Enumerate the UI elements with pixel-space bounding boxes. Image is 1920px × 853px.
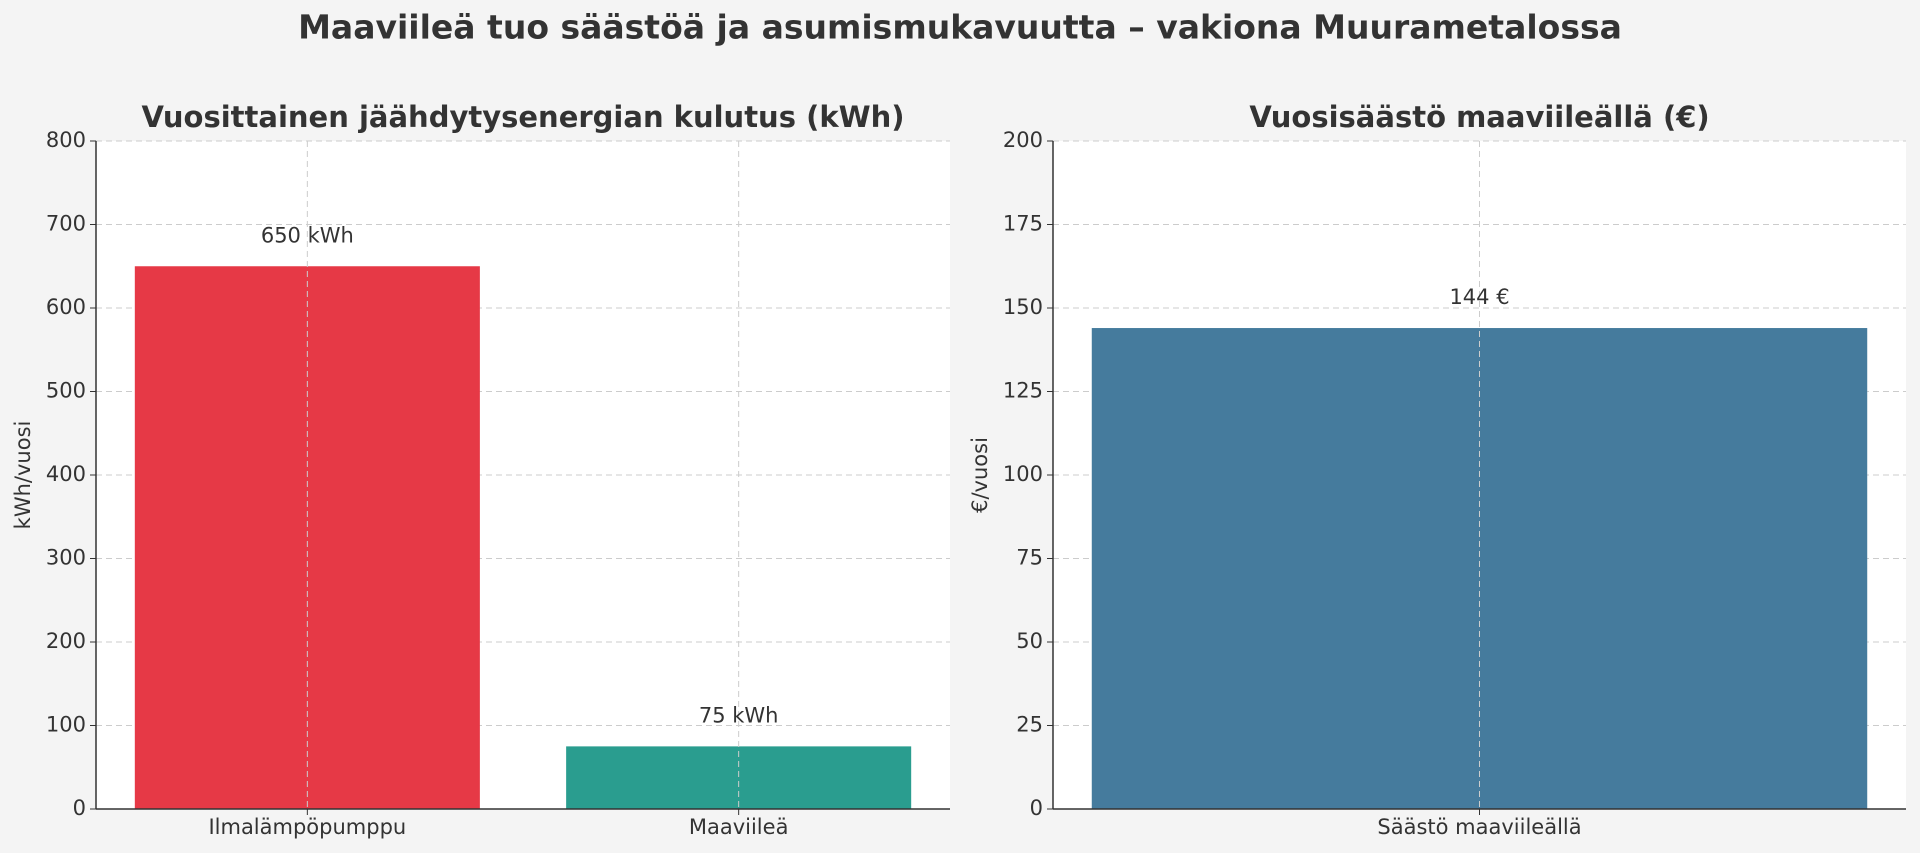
y-tick-label: 200 bbox=[46, 629, 86, 653]
y-tick-label: 0 bbox=[1030, 796, 1043, 820]
y-tick-label: 100 bbox=[1003, 462, 1043, 486]
y-tick-label: 300 bbox=[46, 546, 86, 570]
figure-title: Maaviileä tuo säästöä ja asumismukavuutt… bbox=[298, 8, 1622, 47]
y-tick-label: 125 bbox=[1003, 379, 1043, 403]
bar bbox=[1091, 328, 1868, 809]
y-axis-label: €/vuosi bbox=[968, 437, 992, 513]
y-tick-label: 700 bbox=[46, 212, 86, 236]
chart-title: Vuosisäästö maaviileällä (€) bbox=[1249, 100, 1709, 134]
y-tick-label: 400 bbox=[46, 462, 86, 486]
y-tick-label: 150 bbox=[1003, 295, 1043, 319]
x-tick-label: Säästö maaviileällä bbox=[1377, 815, 1581, 839]
y-tick-label: 0 bbox=[73, 796, 86, 820]
y-tick-label: 100 bbox=[46, 713, 86, 737]
y-tick-label: 75 bbox=[1016, 546, 1043, 570]
bar bbox=[134, 266, 480, 809]
chart-title: Vuosittainen jäähdytysenergian kulutus (… bbox=[142, 100, 905, 134]
y-tick-label: 175 bbox=[1003, 212, 1043, 236]
y-tick-label: 25 bbox=[1016, 713, 1043, 737]
y-axis-label: kWh/vuosi bbox=[11, 421, 35, 530]
y-tick-label: 200 bbox=[1003, 128, 1043, 152]
x-tick-label: Maaviileä bbox=[689, 815, 789, 839]
y-tick-label: 50 bbox=[1016, 629, 1043, 653]
x-tick-label: Ilmalämpöpumppu bbox=[208, 815, 406, 839]
value-label: 75 kWh bbox=[699, 703, 779, 727]
y-tick-label: 500 bbox=[46, 379, 86, 403]
value-label: 650 kWh bbox=[261, 223, 354, 247]
y-tick-label: 600 bbox=[46, 295, 86, 319]
y-tick-label: 800 bbox=[46, 128, 86, 152]
value-label: 144 € bbox=[1449, 285, 1509, 309]
